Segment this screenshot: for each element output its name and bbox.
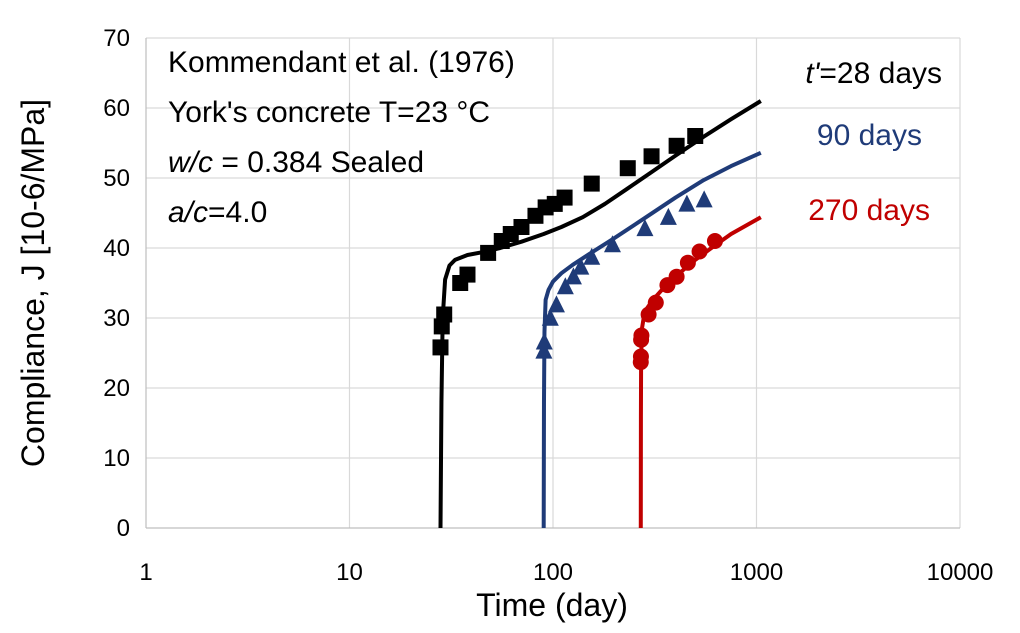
y-tick-label: 30 <box>103 305 130 332</box>
curve-layer <box>438 99 762 529</box>
series-2-point <box>640 306 657 323</box>
series-1-point <box>556 277 574 295</box>
annotation-line-3-italic: w/c <box>168 146 213 179</box>
series-0-point <box>668 137 685 154</box>
series-1-point <box>547 295 565 313</box>
annotation-line-4-italic: a/c <box>168 196 208 229</box>
series-1-point <box>659 207 677 225</box>
series-0-point <box>687 128 704 144</box>
series-label-270-days: 270 days <box>808 194 930 227</box>
series-2-point <box>679 254 696 271</box>
series-2-point <box>647 294 664 311</box>
series-0-point <box>459 266 476 283</box>
series-0-point <box>583 175 600 192</box>
series-1-point <box>572 257 590 275</box>
series-1-point <box>535 332 553 350</box>
x-tick-label: 1000 <box>730 559 783 586</box>
series-1-point <box>636 219 654 237</box>
annotation-line-1: Kommendant et al. (1976) <box>168 46 515 79</box>
series-label-28-rest: =28 days <box>819 57 942 90</box>
y-tick-label: 70 <box>103 25 130 52</box>
annotation-line-3-rest: = 0.384 Sealed <box>213 146 424 179</box>
series-2-point <box>632 348 649 365</box>
point-layer <box>432 128 723 371</box>
series-1-point <box>535 341 553 359</box>
series-2-point <box>668 268 685 285</box>
series-1-point <box>583 247 601 265</box>
x-tick-label: 10000 <box>927 559 994 586</box>
x-tick-label: 100 <box>533 559 573 586</box>
x-tick-label: 1 <box>139 559 152 586</box>
y-tick-label: 20 <box>103 375 130 402</box>
series-0-point <box>556 189 573 206</box>
y-tick-label: 50 <box>103 165 130 192</box>
series-1-fit-curve <box>541 150 762 529</box>
series-1-point <box>695 190 713 208</box>
series-0-point <box>513 219 530 235</box>
series-2-fit-curve <box>638 215 762 529</box>
series-2-point <box>633 327 650 344</box>
series-2-point <box>691 243 708 260</box>
series-label-28-italic: t' <box>805 57 820 90</box>
axis-layer: 0 10 20 30 40 50 60 70 1 10 100 1000 10000 <box>103 25 993 586</box>
x-tick-label: 10 <box>336 559 363 586</box>
annotation-line-4-rest: =4.0 <box>208 196 267 229</box>
series-1-point <box>678 194 696 212</box>
series-0-point <box>643 148 660 165</box>
series-0-point <box>480 244 497 261</box>
series-1-point <box>541 308 559 326</box>
series-label-28-days: t'=28 days <box>805 57 942 90</box>
y-axis-title: Compliance, J [10-6/MPa] <box>15 99 51 467</box>
series-1-point <box>564 267 582 285</box>
series-0-point <box>432 339 449 356</box>
y-tick-label: 40 <box>103 235 130 262</box>
annotation-line-4: a/c=4.0 <box>168 196 267 229</box>
series-label-90-days: 90 days <box>817 119 922 152</box>
grid-layer <box>146 37 961 528</box>
series-0-point <box>619 160 636 177</box>
series-2-point <box>706 233 723 249</box>
series-0-fit-curve <box>438 99 762 529</box>
y-tick-label: 60 <box>103 95 130 122</box>
series-1-point <box>603 235 621 253</box>
y-tick-label: 0 <box>117 515 130 542</box>
annotation-line-3: w/c = 0.384 Sealed <box>168 146 424 179</box>
x-axis-title: Time (day) <box>476 587 628 623</box>
series-0-point <box>436 306 453 323</box>
y-tick-label: 10 <box>103 445 130 472</box>
annotation-line-2: York's concrete T=23 °C <box>168 96 490 129</box>
